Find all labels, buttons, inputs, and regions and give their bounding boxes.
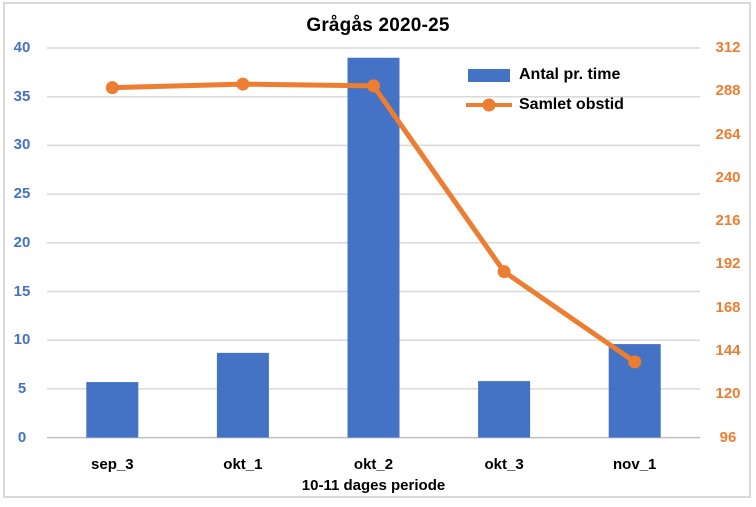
left-tick-40: 40 [13,39,31,56]
right-tick-120: 120 [715,385,741,403]
point-okt_3[interactable] [497,265,511,279]
legend-label: Samlet obstid [519,96,624,113]
x-label-okt_3: okt_3 [484,456,524,473]
point-nov_1[interactable] [628,355,642,369]
right-tick-96: 96 [719,428,737,446]
legend-label: Antal pr. time [519,66,621,83]
legend-item-samlet-obstid[interactable]: Samlet obstid [466,90,624,120]
x-axis-title: 10-11 dages periode [301,477,446,494]
left-tick-35: 35 [13,87,31,105]
right-tick-264: 264 [715,125,741,143]
x-label-sep_3: sep_3 [91,456,134,473]
left-tick-25: 25 [13,185,31,203]
left-tick-10: 10 [13,331,31,349]
x-label-okt_2: okt_2 [353,456,394,473]
right-tick-192: 192 [715,255,741,273]
right-tick-288: 288 [715,82,741,100]
x-label-okt_1: okt_1 [223,456,263,473]
right-tick-312: 312 [715,39,741,56]
left-tick-30: 30 [13,136,31,154]
chart-title: Grågås 2020-25 [306,15,450,36]
bar-okt_1[interactable] [216,352,269,438]
bar-okt_2[interactable] [347,57,400,438]
right-tick-168: 168 [715,298,741,316]
right-tick-240: 240 [715,168,741,186]
x-label-nov_1: nov_1 [613,456,657,473]
left-tick-20: 20 [13,233,31,251]
point-okt_2[interactable] [367,79,380,93]
right-tick-216: 216 [715,212,741,230]
point-okt_1[interactable] [236,77,250,91]
legend: Antal pr. time Samlet obstid [466,60,624,120]
legend-item-antal-pr-time[interactable]: Antal pr. time [466,60,624,90]
bar-okt_3[interactable] [478,381,531,438]
line-series-swatch-icon [466,98,512,112]
left-tick-0: 0 [17,428,27,446]
bar-series-swatch-icon [466,68,512,82]
point-sep_3[interactable] [105,81,119,95]
left-tick-5: 5 [17,379,27,397]
bar-sep_3[interactable] [86,382,139,438]
left-tick-15: 15 [13,282,31,300]
right-tick-144: 144 [715,342,741,360]
